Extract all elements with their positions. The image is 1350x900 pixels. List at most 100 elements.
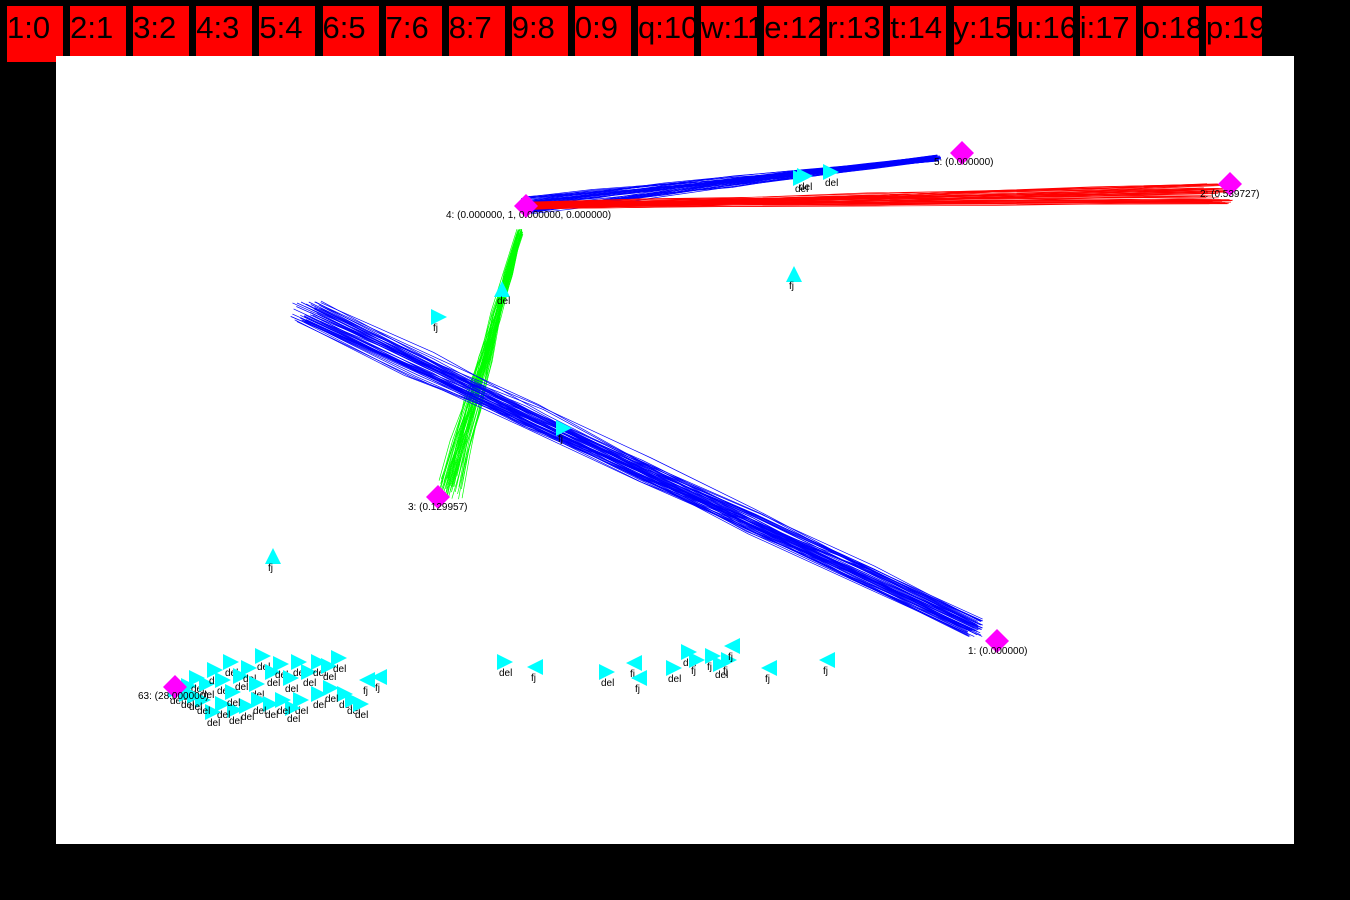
agent-arrow-icon [497,654,513,670]
tab-q-10[interactable]: q:10 [638,6,694,62]
tab-y-15[interactable]: y:15 [953,6,1010,62]
tab-o-18[interactable]: o:18 [1142,6,1199,62]
agent-marker[interactable]: del [291,654,307,679]
node-diamond-icon [985,629,1009,653]
tab-8-7[interactable]: 8:7 [448,6,505,62]
tab-t-14[interactable]: t:14 [890,6,947,62]
tab-r-13[interactable]: r:13 [827,6,884,62]
agent-marker[interactable]: del [321,658,337,683]
node-label: 1: (0.000000) [968,646,1028,657]
simulation-canvas[interactable]: deldeldelfjdelfjfjfjfjdelfjfjfjdeldelfjf… [56,56,1294,844]
tab-i-17[interactable]: i:17 [1079,6,1136,62]
agent-marker[interactable]: fj [265,548,281,574]
agent-marker[interactable]: del [189,670,205,695]
agent-marker[interactable]: del [494,281,510,307]
agent-marker[interactable]: del [215,696,231,721]
agent-label: del [323,672,336,683]
agent-marker[interactable]: fj [359,672,375,697]
agent-label: del [235,682,248,693]
agent-label: fj [268,563,273,574]
agent-marker[interactable]: fj [527,659,543,684]
agent-marker[interactable]: del [497,654,513,679]
trajectory-long-diagonal [320,320,970,631]
node-63[interactable]: 63: (28.000000) [138,675,209,702]
agent-label: del [191,684,204,695]
tab-1-0[interactable]: 1:0 [7,6,63,62]
agent-arrow-icon [786,266,802,282]
agent-label: del [257,662,270,673]
tab-3-2[interactable]: 3:2 [133,6,190,62]
agent-marker[interactable]: del [301,664,317,689]
agent-marker[interactable]: del [293,692,309,717]
agent-marker[interactable]: del [323,680,339,705]
agent-marker[interactable]: fj [761,660,777,685]
tab-5-4[interactable]: 5:4 [259,6,316,62]
agent-arrow-icon [215,696,231,712]
agent-marker[interactable]: del [311,686,327,711]
agent-arrow-icon [311,686,327,702]
agent-marker[interactable]: del [599,664,615,689]
trajectory-4-to-3 [445,233,519,490]
agent-label: fj [728,652,733,663]
trajectory-4-to-5 [525,158,941,202]
agent-arrow-icon [761,660,777,676]
agent-marker[interactable]: fj [721,652,737,677]
agent-arrow-icon [797,168,813,184]
node-4[interactable]: 4: (0.000000, 1, 0.000000, 0.000000) [446,194,611,221]
agent-marker[interactable]: del [311,654,327,679]
tab-w-11[interactable]: w:11 [701,6,758,62]
agent-marker[interactable]: del [199,676,215,701]
agent-marker[interactable]: del [823,164,839,189]
agent-arrow-icon [205,704,221,720]
agent-marker[interactable]: del [227,702,243,727]
agent-marker[interactable]: del [353,696,369,721]
agent-marker[interactable]: del [797,168,813,193]
agent-arrow-icon [225,684,241,700]
agent-marker[interactable]: fj [556,420,572,445]
node-1[interactable]: 1: (0.000000) [968,629,1028,657]
trajectory-4-to-2 [531,203,1228,208]
tab-u-16[interactable]: u:16 [1016,6,1073,62]
agent-marker[interactable]: fj [724,638,740,663]
tab-6-5[interactable]: 6:5 [322,6,379,62]
tab-p-19[interactable]: p:19 [1205,6,1262,62]
tab-0-9[interactable]: 0:9 [574,6,631,62]
agent-marker[interactable]: del [273,656,289,681]
trajectory-long-diagonal [304,314,973,631]
agent-marker[interactable]: fj [819,652,835,677]
agent-arrow-icon [189,670,205,686]
agent-marker[interactable]: del [251,692,267,717]
tab-9-8[interactable]: 9:8 [511,6,568,62]
agent-label: del [325,694,338,705]
agent-marker[interactable]: fj [371,669,387,694]
tab-7-6[interactable]: 7:6 [385,6,442,62]
trajectory-4-to-2 [532,183,1205,204]
node-label: 3: (0.129957) [408,502,468,513]
agent-arrow-icon [371,669,387,685]
agent-label: fj [723,666,728,677]
tab-4-3[interactable]: 4:3 [196,6,253,62]
agent-marker[interactable]: del [331,650,347,675]
agent-marker[interactable]: del [285,700,301,725]
agent-marker[interactable]: fj [626,655,642,680]
agent-arrow-icon [626,655,642,671]
agent-marker[interactable]: del [205,704,221,729]
node-5[interactable]: 5: (0.000000) [934,141,994,168]
agent-arrow-icon [666,660,682,676]
tab-e-12[interactable]: e:12 [764,6,821,62]
agent-marker[interactable]: fj [786,266,802,292]
trajectory-4-to-2 [527,201,1232,203]
agent-marker[interactable]: del [223,654,239,679]
node-2[interactable]: 2: (0.539727) [1200,172,1260,200]
agent-label: del [227,698,240,709]
agent-marker[interactable]: del [283,670,299,695]
agent-marker[interactable]: fj [431,309,447,334]
agent-marker[interactable]: del [215,672,231,697]
agent-marker[interactable]: del [666,660,682,685]
node-3[interactable]: 3: (0.129957) [408,485,468,513]
agent-marker[interactable]: fj [631,670,647,695]
agent-marker[interactable]: fj [689,652,705,677]
tab-2-1[interactable]: 2:1 [70,6,127,62]
agent-marker[interactable]: del [255,648,271,673]
agent-marker[interactable]: del [225,684,241,709]
